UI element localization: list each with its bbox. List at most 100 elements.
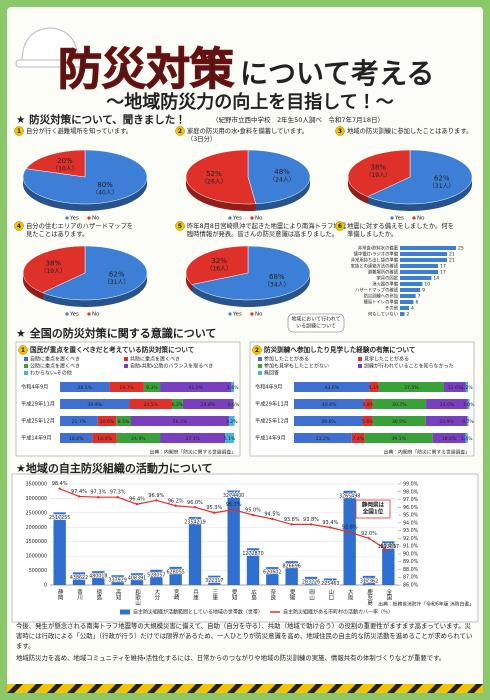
stacked-segment [92, 433, 117, 443]
footer-paragraph: 地域防災力を高め、地域コミュニティを維持・活性化するには、日常からのつながりや地… [16, 653, 446, 662]
bar-value-label: 1513337 [378, 544, 399, 550]
bar-category-label: その他 [385, 305, 399, 312]
line-point [251, 513, 255, 517]
bar-value-label: 17 [440, 270, 446, 276]
y-tick-label: 1500000 [26, 539, 47, 545]
line-point [271, 517, 274, 521]
bar [400, 258, 448, 262]
legend-label: Yes [232, 312, 242, 318]
bar-value-label: 2 [406, 312, 409, 318]
survey-source: （紀野市立西中学校 2年生50人調べ 令和7年7月18日） [212, 115, 384, 124]
y-category-label: 令和4年9月 [255, 383, 282, 391]
segment-label: 7.4% [352, 436, 364, 442]
number-badge-label: 2 [255, 347, 259, 354]
segment-label: 12.6% [448, 385, 463, 391]
y2-tick-label: 90.0% [403, 551, 419, 557]
bar [382, 541, 395, 585]
legend-label: 参加も見学もしたことがない [264, 363, 329, 370]
x-category-label: 徳島 [95, 588, 102, 602]
legend-label: わからない・その他 [30, 370, 72, 377]
pie-count-label: （10人） [52, 165, 78, 172]
stacked-segment [467, 399, 470, 409]
segment-label: 24.5% [143, 402, 158, 408]
legend-label: 共助に重点を置くべき [130, 356, 180, 363]
title-sub: について考える [240, 57, 434, 90]
bar [400, 282, 423, 286]
line-value-label: 96.4% [129, 497, 145, 503]
y2-tick-label: 95.0% [403, 513, 419, 519]
bar-value-label: 2354219 [184, 520, 205, 526]
pie-value-label: 62% [434, 174, 450, 182]
line-value-label: 93.8% [284, 517, 300, 523]
x-category-label: 三重 [211, 589, 218, 601]
legend-swatch [250, 216, 254, 220]
x-category-label: 愛知 [231, 588, 238, 602]
pie-count-label: （24人） [269, 177, 295, 184]
number-badge-label: 5 [178, 223, 182, 230]
number-badge-label: 4 [17, 223, 21, 230]
legend-label: 公助に重点を置くべき [30, 363, 80, 370]
speech-bubble [287, 313, 345, 333]
bar-value-label: 438622 [70, 575, 88, 581]
x-category-label: 奈良 [269, 588, 276, 602]
x-category-label: 全国 [385, 588, 392, 602]
bar-value-label: 25 [458, 246, 464, 252]
bar-value-label: 21 [449, 258, 455, 264]
line-value-label: 96.9% [148, 493, 164, 499]
number-badge-label: 6 [338, 223, 342, 230]
bar-value-label: 6 [415, 300, 418, 306]
bar [400, 312, 405, 316]
line-point [97, 496, 100, 499]
y2-tick-label: 93.0% [403, 528, 419, 534]
line-value-label: 93.4% [322, 520, 338, 526]
segment-label: 14.0% [97, 436, 112, 442]
bar-title: 準備しましたか。 [347, 229, 397, 238]
segment-label: 33.2% [316, 436, 331, 442]
stacked-segment [60, 382, 110, 392]
bar [72, 572, 86, 585]
legend-label: 見学したことがある [364, 356, 409, 363]
legend-swatch [358, 364, 362, 368]
bar-category-label: 家族との連絡方法の確認 [351, 263, 399, 270]
stacked-segment [443, 382, 466, 392]
legend-label: 自助・共助・公助のバランスを取るべき [130, 363, 213, 370]
segment-label: 18.8% [442, 436, 457, 442]
bar-value-label: 322317 [205, 578, 223, 584]
legend-label: Yes [394, 216, 404, 222]
line-value-label: 97.4% [71, 489, 87, 495]
pie-value-label: 38% [371, 164, 387, 172]
bar [208, 575, 221, 585]
line-point [155, 499, 158, 502]
bar [362, 575, 376, 585]
bar-value-label: 628055 [167, 569, 185, 575]
segment-label: 10.6% [100, 419, 115, 425]
legend-label: No [92, 216, 100, 222]
legend-label: Yes [69, 312, 79, 318]
legend-swatch [250, 312, 254, 316]
segment-label: 6.2% [172, 402, 184, 408]
segment-label: 39.9% [87, 402, 102, 408]
legend-swatch [124, 364, 128, 368]
stacked-segment [160, 433, 226, 443]
stacked-segment [116, 416, 131, 426]
segment-label: 39.6% [321, 419, 336, 425]
line-value-label: 92.8% [342, 525, 358, 531]
pie-value-label: 20% [57, 157, 73, 165]
stacked-segment [160, 382, 232, 392]
pie-title: 臨時情報が発表。皆さんの防災意識は高まりました。 [187, 229, 338, 238]
segment-label: 1.2% [461, 385, 473, 391]
segment-label: 24.0% [440, 402, 455, 408]
bar-value-label: 225463 [321, 581, 339, 587]
stacked-segment [364, 399, 373, 409]
bar [400, 276, 432, 280]
stacked-segment [143, 382, 161, 392]
stacked-segment [378, 382, 444, 392]
pie-count-label: （31人） [104, 279, 130, 286]
source-note: 出典：内閣府「防災に関する世論調査」 [384, 449, 470, 456]
x-category-label: 香川 [76, 588, 83, 601]
segment-label: 30.5% [392, 419, 407, 425]
number-badge [335, 221, 345, 231]
segment-label: 28.8% [201, 402, 216, 408]
segment-label: 41.0% [188, 385, 203, 391]
